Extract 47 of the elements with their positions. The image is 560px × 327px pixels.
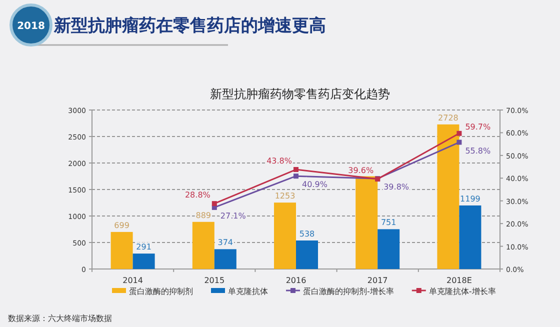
x-tick-label: 2018E: [446, 276, 472, 285]
bar: [274, 202, 296, 269]
bar: [192, 222, 214, 269]
bar: [296, 240, 318, 269]
data-label: 1253: [274, 192, 296, 201]
bar: [132, 254, 155, 269]
point: [456, 140, 462, 145]
data-label: 39.6%: [348, 166, 374, 176]
data-label: 538: [299, 229, 315, 238]
x-tick-label: 2017: [367, 276, 388, 285]
data-label: 40.9%: [302, 180, 328, 190]
data-label: 2728: [438, 113, 458, 122]
x-tick-label: 2014: [122, 276, 143, 285]
bar: [437, 124, 460, 269]
data-label: 699: [114, 220, 130, 230]
chart-subtitle: 新型抗肿瘤药物零售药店变化趋势: [210, 87, 390, 101]
bar: [356, 176, 378, 269]
legend-item: 单克隆抗体: [211, 287, 268, 296]
data-label: 28.8%: [184, 190, 211, 200]
chart-title: 新型抗肿瘤药在零售药店的增速更高: [53, 16, 326, 36]
data-label: 374: [218, 238, 234, 248]
source-note: 数据来源：六大终端市场数据: [8, 314, 112, 323]
bar: [378, 229, 400, 269]
x-tick-label: 2015: [204, 276, 225, 285]
data-label: 39.8%: [384, 182, 410, 192]
badge: 2018: [10, 4, 52, 46]
legend-item: 蛋白激酶的抑制剂-增长率: [286, 287, 394, 296]
data-label: 1199: [460, 194, 480, 204]
point: [294, 174, 298, 179]
data-label: 751: [380, 218, 396, 228]
point: [294, 167, 298, 172]
bar: [459, 205, 482, 269]
bar: [110, 232, 133, 269]
legend-label: 蛋白激酶的抑制剂: [129, 287, 193, 296]
bar: [214, 249, 236, 269]
legend-label: 蛋白激酶的抑制剂-增长率: [303, 287, 394, 296]
legend-item: 单克隆抗体-增长率: [412, 287, 496, 296]
data-label: 43.8%: [266, 156, 292, 166]
data-label: 55.8%: [465, 146, 492, 156]
legend-label: 单克隆抗体: [228, 287, 268, 296]
legend-label: 单克隆抗体-增长率: [428, 287, 496, 296]
point: [456, 130, 462, 136]
legend-item: 蛋白激酶的抑制剂: [112, 287, 193, 296]
point: [212, 201, 217, 206]
x-tick-label: 2016: [286, 276, 306, 285]
data-label: 59.7%: [465, 122, 492, 132]
data-label: 291: [136, 242, 152, 252]
